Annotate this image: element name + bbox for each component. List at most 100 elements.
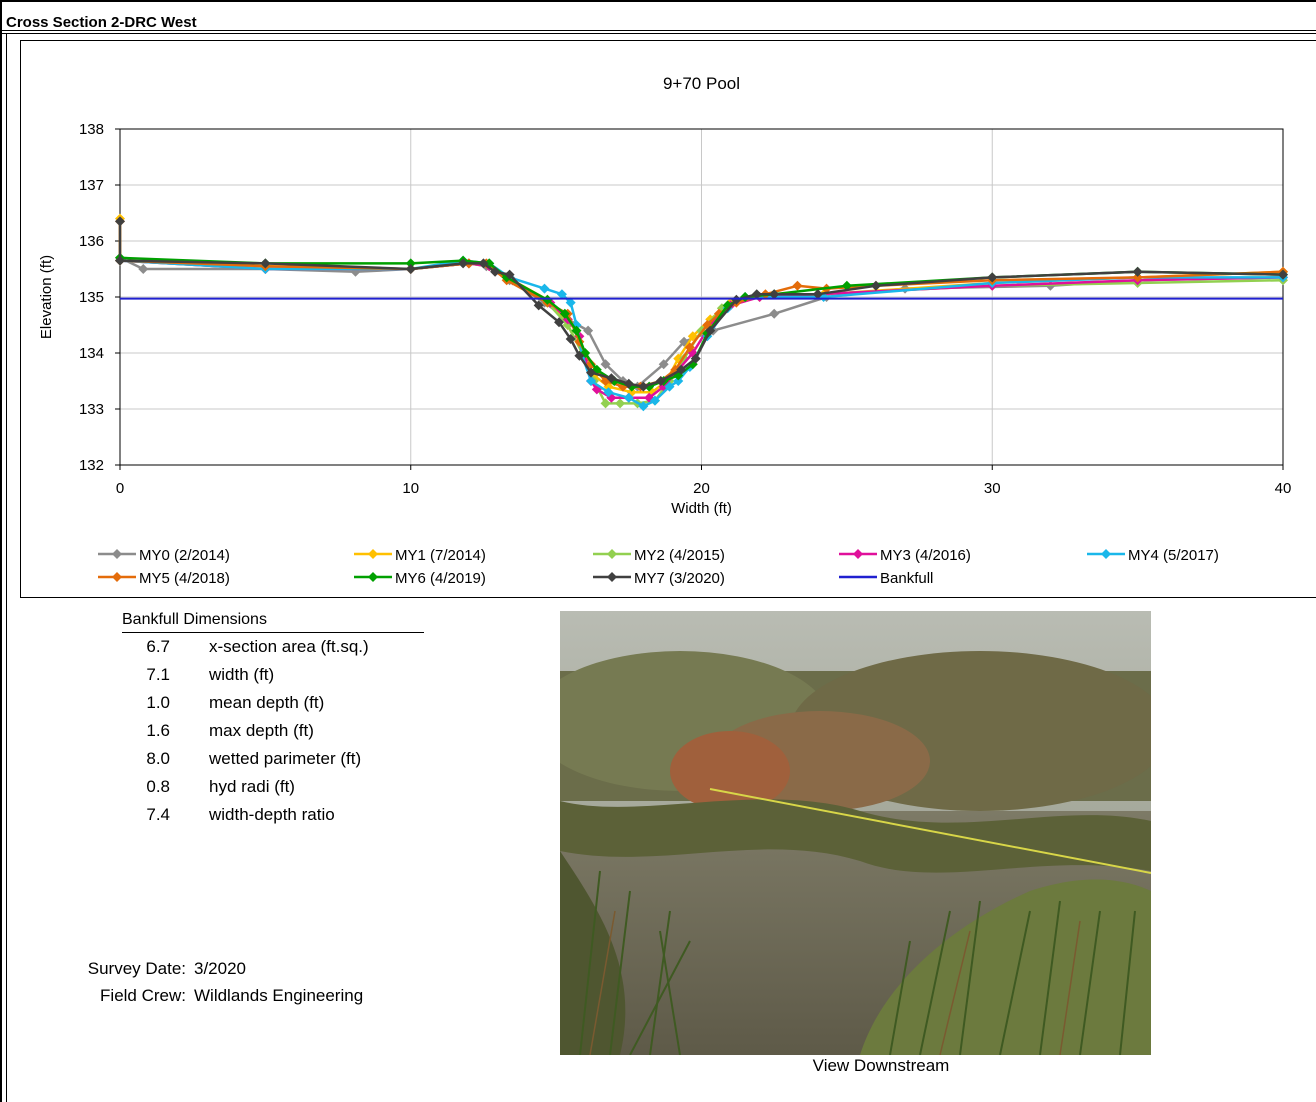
data-point — [987, 272, 998, 283]
data-point — [769, 308, 780, 319]
bankfull-value: 7.4 — [146, 805, 170, 824]
data-point — [658, 359, 669, 370]
page-title: Cross Section 2-DRC West — [6, 14, 197, 31]
bankfull-row: 7.4 width-depth ratio — [122, 801, 424, 829]
x-tick-label: 40 — [1275, 480, 1292, 497]
series-line — [118, 221, 1284, 388]
inner-frame-line — [6, 34, 7, 1102]
y-tick-label: 132 — [79, 457, 104, 474]
data-point — [676, 364, 687, 375]
data-point — [542, 294, 553, 305]
data-point — [405, 264, 416, 274]
x-tick-label: 0 — [116, 480, 124, 497]
field-crew-row: Field Crew: Wildlands Engineering — [0, 982, 363, 1009]
legend-label: Bankfull — [880, 570, 933, 587]
data-point — [1132, 272, 1143, 283]
legend-label: MY6 (4/2019) — [395, 570, 486, 587]
survey-info: Survey Date: 3/2020 Field Crew: Wildland… — [0, 955, 363, 1009]
data-point — [565, 297, 576, 308]
data-point — [583, 325, 594, 336]
data-point — [504, 269, 515, 280]
legend-marker — [607, 549, 617, 559]
x-tick-label: 10 — [402, 480, 419, 497]
legend-marker — [112, 572, 122, 582]
survey-date-value: 3/2020 — [194, 958, 246, 978]
data-point — [458, 258, 469, 269]
legend-marker — [368, 572, 378, 582]
y-tick-label: 134 — [79, 345, 104, 362]
data-point — [623, 392, 634, 403]
chart-title: 9+70 Pool — [663, 74, 740, 93]
bankfull-title: Bankfull Dimensions — [122, 611, 424, 633]
data-point — [115, 216, 125, 227]
data-point — [684, 342, 695, 353]
data-point — [606, 373, 617, 384]
site-photo-image — [560, 611, 1151, 1055]
data-point — [615, 398, 626, 409]
data-point — [751, 289, 762, 300]
data-point — [705, 325, 716, 336]
data-point — [586, 367, 597, 378]
data-point — [539, 283, 550, 294]
x-tick-label: 30 — [984, 480, 1001, 497]
bankfull-row: 0.8 hyd radi (ft) — [122, 773, 424, 801]
data-point — [769, 289, 780, 300]
legend-label: MY1 (7/2014) — [395, 547, 486, 564]
data-point — [138, 264, 149, 274]
data-point — [792, 280, 803, 291]
photo-caption: View Downstream — [812, 1056, 950, 1075]
legend-marker — [853, 549, 863, 559]
legend-marker — [112, 549, 122, 559]
bankfull-label: hyd radi (ft) — [209, 777, 295, 796]
y-tick-label: 133 — [79, 401, 104, 418]
bankfull-row: 6.7 x-section area (ft.sq.) — [122, 633, 424, 661]
legend-label: MY7 (3/2020) — [634, 570, 725, 587]
data-point — [870, 280, 881, 291]
data-point — [649, 395, 660, 406]
bankfull-label: mean depth (ft) — [209, 693, 325, 712]
data-point — [1278, 269, 1288, 280]
bankfull-value: 0.8 — [146, 777, 170, 796]
bankfull-label: max depth (ft) — [209, 721, 314, 740]
data-point — [731, 294, 742, 305]
data-point — [565, 334, 576, 344]
data-point — [556, 289, 567, 300]
bankfull-label: wetted parimeter (ft) — [209, 749, 362, 768]
data-point — [638, 401, 649, 412]
survey-date-row: Survey Date: 3/2020 — [0, 955, 363, 982]
legend-marker — [368, 549, 378, 559]
data-point — [533, 300, 544, 311]
bankfull-value: 7.1 — [146, 665, 170, 684]
data-point — [574, 350, 585, 361]
data-point — [490, 266, 501, 277]
legend-label: MY4 (5/2017) — [1128, 547, 1219, 564]
data-point — [478, 258, 489, 269]
data-point — [559, 308, 570, 319]
bankfull-rows: 6.7 x-section area (ft.sq.) 7.1 width (ft) 1… — [122, 633, 424, 829]
y-axis-label: Elevation (ft) — [38, 255, 55, 339]
bankfull-value: 6.7 — [146, 637, 170, 656]
data-point — [586, 376, 597, 386]
data-point — [655, 376, 666, 386]
bankfull-row: 8.0 wetted parimeter (ft) — [122, 745, 424, 773]
data-point — [673, 376, 684, 386]
data-point — [260, 258, 271, 269]
x-tick-label: 20 — [693, 480, 710, 497]
header-bar: Cross Section 2-DRC West — [0, 0, 1316, 34]
legend-label: MY2 (4/2015) — [634, 547, 725, 564]
data-point — [600, 398, 611, 409]
data-point — [571, 325, 582, 336]
bankfull-value: 1.0 — [146, 693, 170, 712]
legend-marker — [607, 572, 617, 582]
y-tick-label: 138 — [79, 121, 104, 138]
site-photo — [560, 611, 1151, 1055]
data-point — [600, 359, 611, 370]
bankfull-label: width-depth ratio — [209, 805, 335, 824]
bankfull-value: 1.6 — [146, 721, 170, 740]
data-point — [690, 353, 701, 364]
chart-area: 9+70 Pool 0 10 20 30 40 132 133 134 135 136 137 138 W… — [20, 40, 1316, 598]
bankfull-label: width (ft) — [209, 665, 275, 684]
data-point — [812, 289, 823, 300]
y-tick-label: 135 — [79, 289, 104, 306]
